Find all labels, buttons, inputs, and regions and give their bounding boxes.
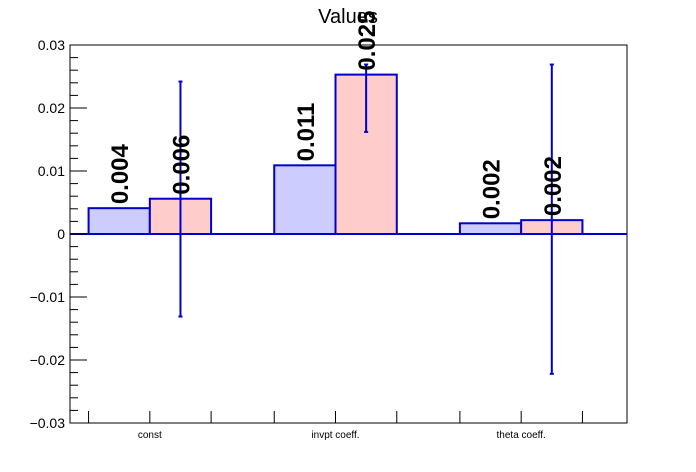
value-label: 0.006 [168, 135, 195, 195]
y-tick-label: 0.01 [38, 163, 65, 179]
category-label: invpt coeff. [311, 430, 359, 441]
value-label: 0.025 [354, 11, 381, 71]
category-label: const [138, 430, 162, 441]
chart-title: Values [318, 6, 378, 28]
bar [458, 222, 523, 235]
category-label: theta coeff. [497, 430, 546, 441]
bars-layer [70, 63, 627, 375]
value-labels: 0.004 0.011 0.002 0.006 0.025 0.002 [107, 11, 567, 220]
value-label: 0.002 [540, 156, 567, 216]
y-tick-label: −0.02 [30, 352, 66, 368]
bar [87, 207, 151, 235]
y-tick-label: 0.02 [38, 100, 65, 116]
y-tick-label: 0.03 [38, 37, 65, 53]
bar [273, 164, 337, 235]
y-tick-label: −0.03 [30, 415, 66, 431]
y-axis: −0.03 −0.02 −0.01 0 0.01 0.02 0.03 [30, 37, 87, 431]
value-label: 0.002 [479, 159, 506, 219]
value-label: 0.004 [107, 143, 134, 204]
y-tick-label: −0.01 [30, 289, 66, 305]
x-axis: const invpt coeff. theta coeff. [88, 411, 583, 441]
value-label: 0.011 [293, 103, 320, 162]
y-tick-label: 0 [57, 226, 65, 242]
